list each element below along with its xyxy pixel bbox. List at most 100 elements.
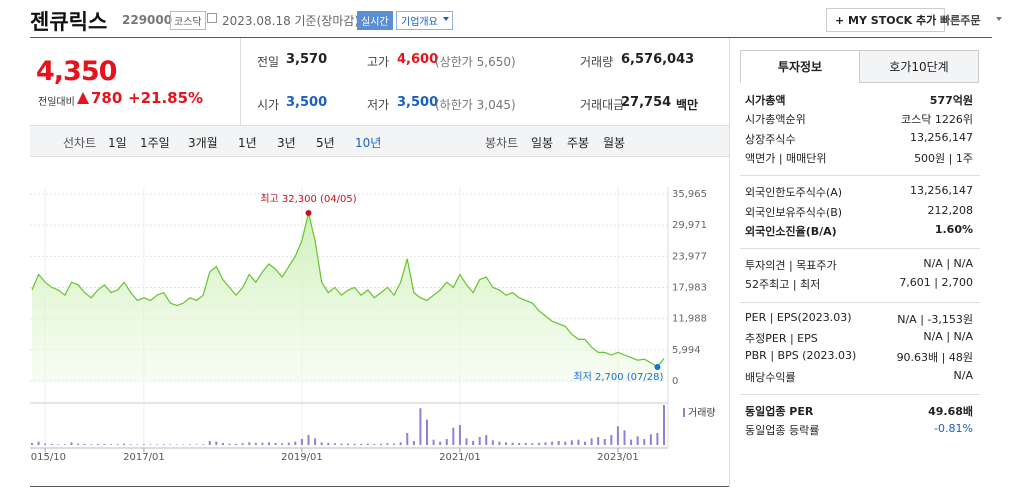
volume-bar [419,408,422,445]
realtime-badge[interactable]: 실시간 [357,11,393,30]
volume-bar [208,441,211,445]
info-value: N/A | N/A [923,330,973,343]
volume-bar [235,444,238,445]
volume-bar [465,438,468,445]
volume-bar [241,443,244,445]
volume-bar [452,427,455,445]
side-tab[interactable]: 투자정보 [740,50,860,83]
x-tick-label: 2019/01 [281,452,323,463]
quote-value: 4,600 [397,52,439,67]
info-label: 액면가 | 매매단위 [745,151,827,165]
volume-bar [129,444,132,445]
y-tick-label: 0 [672,376,678,387]
candle-tab[interactable]: 일봉 [531,136,554,150]
quote-label: 거래대금 [580,98,625,112]
area [32,213,664,381]
volume-bar [116,444,119,445]
volume-bar [630,439,633,445]
volume-bar [31,443,33,445]
volume-bar [366,443,369,445]
volume-bar [584,441,586,445]
dropdown-arrow [442,17,449,21]
volume-bar [544,442,547,445]
volume-bar [564,441,567,445]
quote-value: 3,500 [397,95,439,110]
volume-bar [254,443,257,445]
volume-bar [63,444,66,445]
tab-bar [30,125,729,157]
volume-bar [603,439,606,445]
volume-bar [445,439,448,445]
stock-name: 젠큐릭스 [30,10,108,34]
volume-bar [649,434,652,445]
volume-bar [268,442,270,445]
info-label: 시가총액 [745,94,786,107]
volume-bar [340,443,343,445]
side-tab[interactable]: 호가10단계 [859,50,979,83]
info-value: N/A | -3,153원 [897,312,973,326]
quote-value: 6,576,043 [621,52,695,67]
info-label: 동일업종 PER [745,404,814,418]
volume-bar [70,442,73,445]
quote-value: 27,754 [621,95,672,110]
info-value: N/A | N/A [923,257,973,271]
volume-bar [577,439,580,445]
overview-button[interactable]: 기업개요 [396,11,453,30]
quote-label: 거래량 [580,55,614,69]
volume-bar [189,444,191,445]
volume-bar [399,442,402,445]
volume-bar [50,444,53,445]
volume-bar [623,430,626,445]
period-tab[interactable]: 3년 [277,136,296,150]
period-tab[interactable]: 1주일 [140,136,170,150]
volume-bar [426,419,428,445]
volume-bar [96,444,99,445]
period-tab[interactable]: 5년 [316,136,335,150]
annotation: 최저 2,700 (07/28) [573,371,663,383]
tab-group-title: 봉차트 [485,136,519,150]
period-tab[interactable]: 1일 [108,136,127,150]
dropdown-arrow [996,17,1002,21]
volume-bar [386,443,389,445]
info-label: 외국인보유주식수(B) [745,205,843,219]
volume-bar [406,433,409,445]
divider [729,38,730,487]
quote-label: 고가 [367,55,390,69]
change-label: 전일대비 [38,97,75,108]
x-tick-label: 2021/01 [439,452,481,463]
volume-bar [327,443,330,445]
volume-bar [498,441,501,445]
volume-bar [518,443,521,445]
volume-bar [570,440,573,445]
volume-bar [162,444,165,445]
volume-bar [314,438,317,445]
quote-value: 3,500 [286,95,328,110]
volume-bar [537,443,540,445]
period-tab[interactable]: 10년 [355,136,382,150]
volume-bar [287,442,290,445]
volume-bar [353,443,356,445]
group-line [740,301,980,303]
group-line [740,393,980,395]
volume-bar [531,443,534,445]
info-value: -0.81% [934,422,973,436]
period-tab[interactable]: 1년 [238,136,257,150]
price-line [31,212,665,368]
candle-tab[interactable]: 주봉 [567,136,590,150]
period-tab[interactable]: 3개월 [188,136,218,150]
volume-bar [505,442,507,445]
mystock-button[interactable]: + MY STOCK 추가 [826,8,946,32]
info-value: 577억원 [929,94,973,107]
volume-bar [551,441,554,445]
quick-order[interactable]: 빠른주문 [940,14,981,27]
quote-label: 시가 [257,98,280,112]
info-value: 13,256,147 [910,130,973,144]
y-tick-label: 17,983 [672,282,707,293]
volume-bar [294,441,297,445]
volume-bar [281,443,284,445]
volume-bar [77,443,80,445]
candle-tab[interactable]: 월봉 [603,136,626,150]
volume-bar [156,444,159,445]
volume-bar [524,443,527,445]
